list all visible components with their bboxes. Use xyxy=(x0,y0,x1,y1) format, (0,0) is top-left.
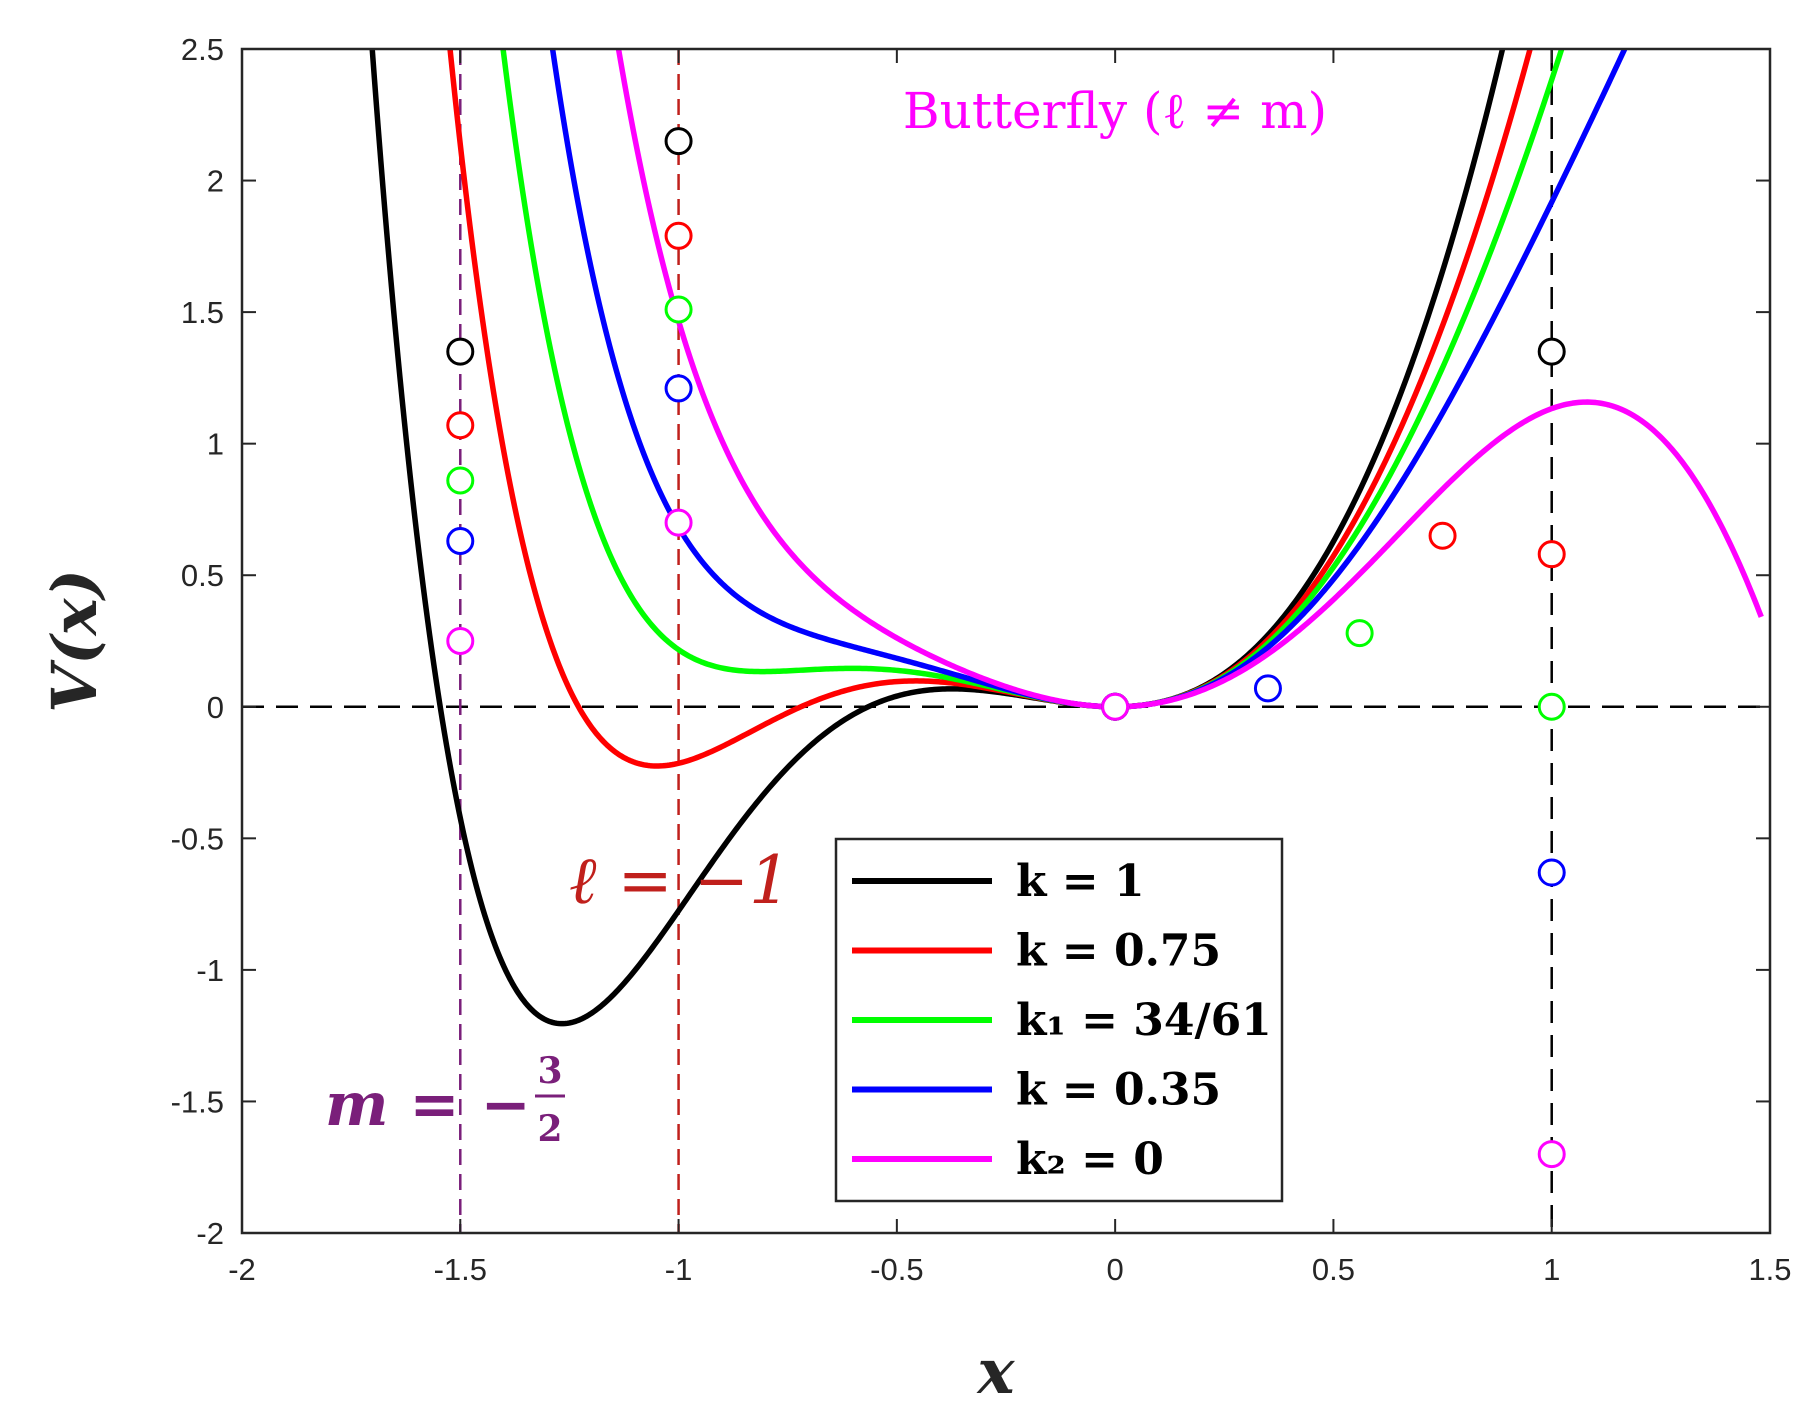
marker-series-5-point-4 xyxy=(1537,1140,1566,1169)
ell-label: ℓ = −1 xyxy=(569,842,791,919)
marker-series-4-point-4 xyxy=(1253,674,1282,703)
legend-label-1: k = 1 xyxy=(1016,856,1145,907)
marker-series-5-point-2 xyxy=(664,508,693,537)
marker-series-1-point-2 xyxy=(664,127,693,156)
markers xyxy=(446,127,1566,1169)
legend-label-2: k = 0.75 xyxy=(1016,926,1221,977)
m-label: m = − xyxy=(325,1070,531,1140)
x-tick-label: -2 xyxy=(228,1252,256,1287)
marker-series-3-point-4 xyxy=(1345,619,1374,648)
marker-series-4-point-5 xyxy=(1537,858,1566,887)
y-tick-label: -2 xyxy=(196,1216,224,1251)
butterfly-label: Butterfly (ℓ ≠ m) xyxy=(903,82,1327,140)
axes-frame xyxy=(240,47,1772,1235)
annotations: Butterfly (ℓ ≠ m) ℓ = −1 m = −3 2 xyxy=(325,82,1327,1150)
marker-series-2-point-2 xyxy=(664,221,693,250)
curve-5 xyxy=(615,49,1764,710)
marker-series-1-point-4 xyxy=(1537,337,1566,366)
y-tick-label: 2 xyxy=(207,164,224,199)
x-tick-label: 1 xyxy=(1543,1252,1560,1287)
legend-label-5: k₂ = 0 xyxy=(1016,1134,1164,1185)
x-tick-label: 1.5 xyxy=(1748,1252,1791,1287)
y-tick-label: 0.5 xyxy=(181,558,224,593)
marker-series-5-point-3 xyxy=(1101,692,1130,721)
marker-series-3-point-5 xyxy=(1537,692,1566,721)
y-tick-label: -1 xyxy=(196,953,224,988)
marker-series-4-point-1 xyxy=(446,527,475,556)
marker-series-5-point-1 xyxy=(446,627,475,655)
x-tick-label: 0 xyxy=(1107,1252,1124,1287)
y-tick-label: 2.5 xyxy=(181,32,224,67)
marker-series-3-point-1 xyxy=(446,466,475,495)
y-tick-label: 0 xyxy=(207,690,224,725)
reference-lines xyxy=(242,49,1770,1233)
legend-label-3: k₁ = 34/61 xyxy=(1016,995,1272,1046)
marker-series-3-point-2 xyxy=(664,295,693,324)
x-tick-label: -1 xyxy=(665,1252,693,1287)
y-tick-label: 1.5 xyxy=(181,295,224,330)
m-fraction-denominator: 2 xyxy=(537,1108,562,1150)
marker-series-2-point-5 xyxy=(1537,540,1566,569)
x-tick-label: -1.5 xyxy=(434,1252,487,1287)
m-fraction-numerator: 3 xyxy=(537,1050,562,1092)
marker-series-2-point-4 xyxy=(1428,521,1457,550)
legend: k = 1 k = 0.75 k₁ = 34/61 k = 0.35 k₂ = 0 xyxy=(834,837,1284,1203)
marker-series-2-point-1 xyxy=(446,411,475,440)
curves xyxy=(369,49,1764,1027)
marker-series-4-point-2 xyxy=(664,374,693,403)
y-tick-label: 1 xyxy=(207,427,224,462)
x-tick-label: -0.5 xyxy=(870,1252,923,1287)
x-tick-label: 0.5 xyxy=(1312,1252,1355,1287)
axes: -2 -1.5 -1 -0.5 0 0.5 1 1.5 -2 -1.5 -1 -0.5 0 0.5 1 1.5… xyxy=(38,32,1792,1408)
marker-series-1-point-1 xyxy=(446,337,475,366)
legend-label-4: k = 0.35 xyxy=(1016,1065,1221,1116)
y-tick-label: -0.5 xyxy=(171,821,224,856)
x-axis-label: x xyxy=(976,1335,1016,1408)
y-axis-label: V(x) xyxy=(38,569,111,713)
y-tick-label: -1.5 xyxy=(171,1084,224,1119)
